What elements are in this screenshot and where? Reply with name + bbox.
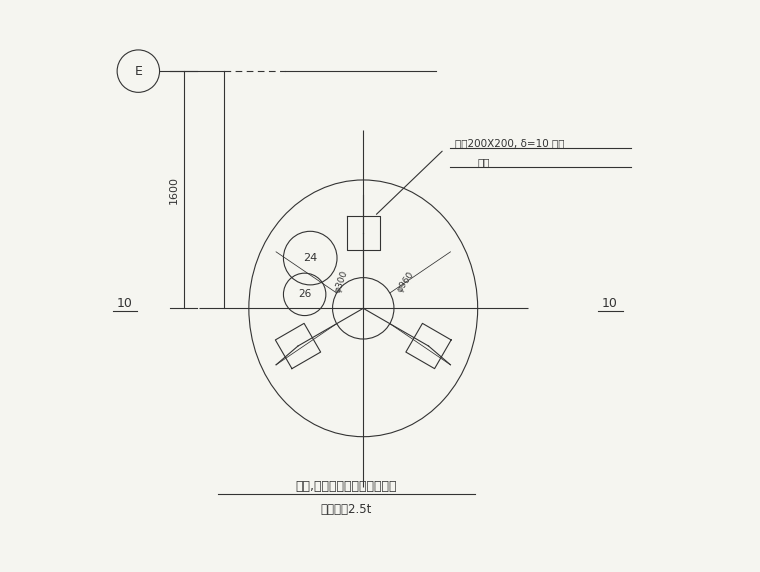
Text: 10: 10 [602,297,618,311]
Text: φ300: φ300 [333,269,349,295]
Text: 运行荷重2.5t: 运行荷重2.5t [321,503,372,516]
Text: 三块: 三块 [478,157,490,167]
Text: 24: 24 [303,253,318,263]
Text: 1600: 1600 [169,176,179,204]
Text: 10: 10 [116,297,132,311]
Text: 预埋200X200, δ=10 钢板: 预埋200X200, δ=10 钢板 [455,138,565,148]
Text: 26: 26 [298,289,312,299]
Text: E: E [135,65,142,78]
Text: 明床,混床碱计量箱基础平面图: 明床,混床碱计量箱基础平面图 [296,480,397,494]
Text: φ960: φ960 [394,270,416,295]
